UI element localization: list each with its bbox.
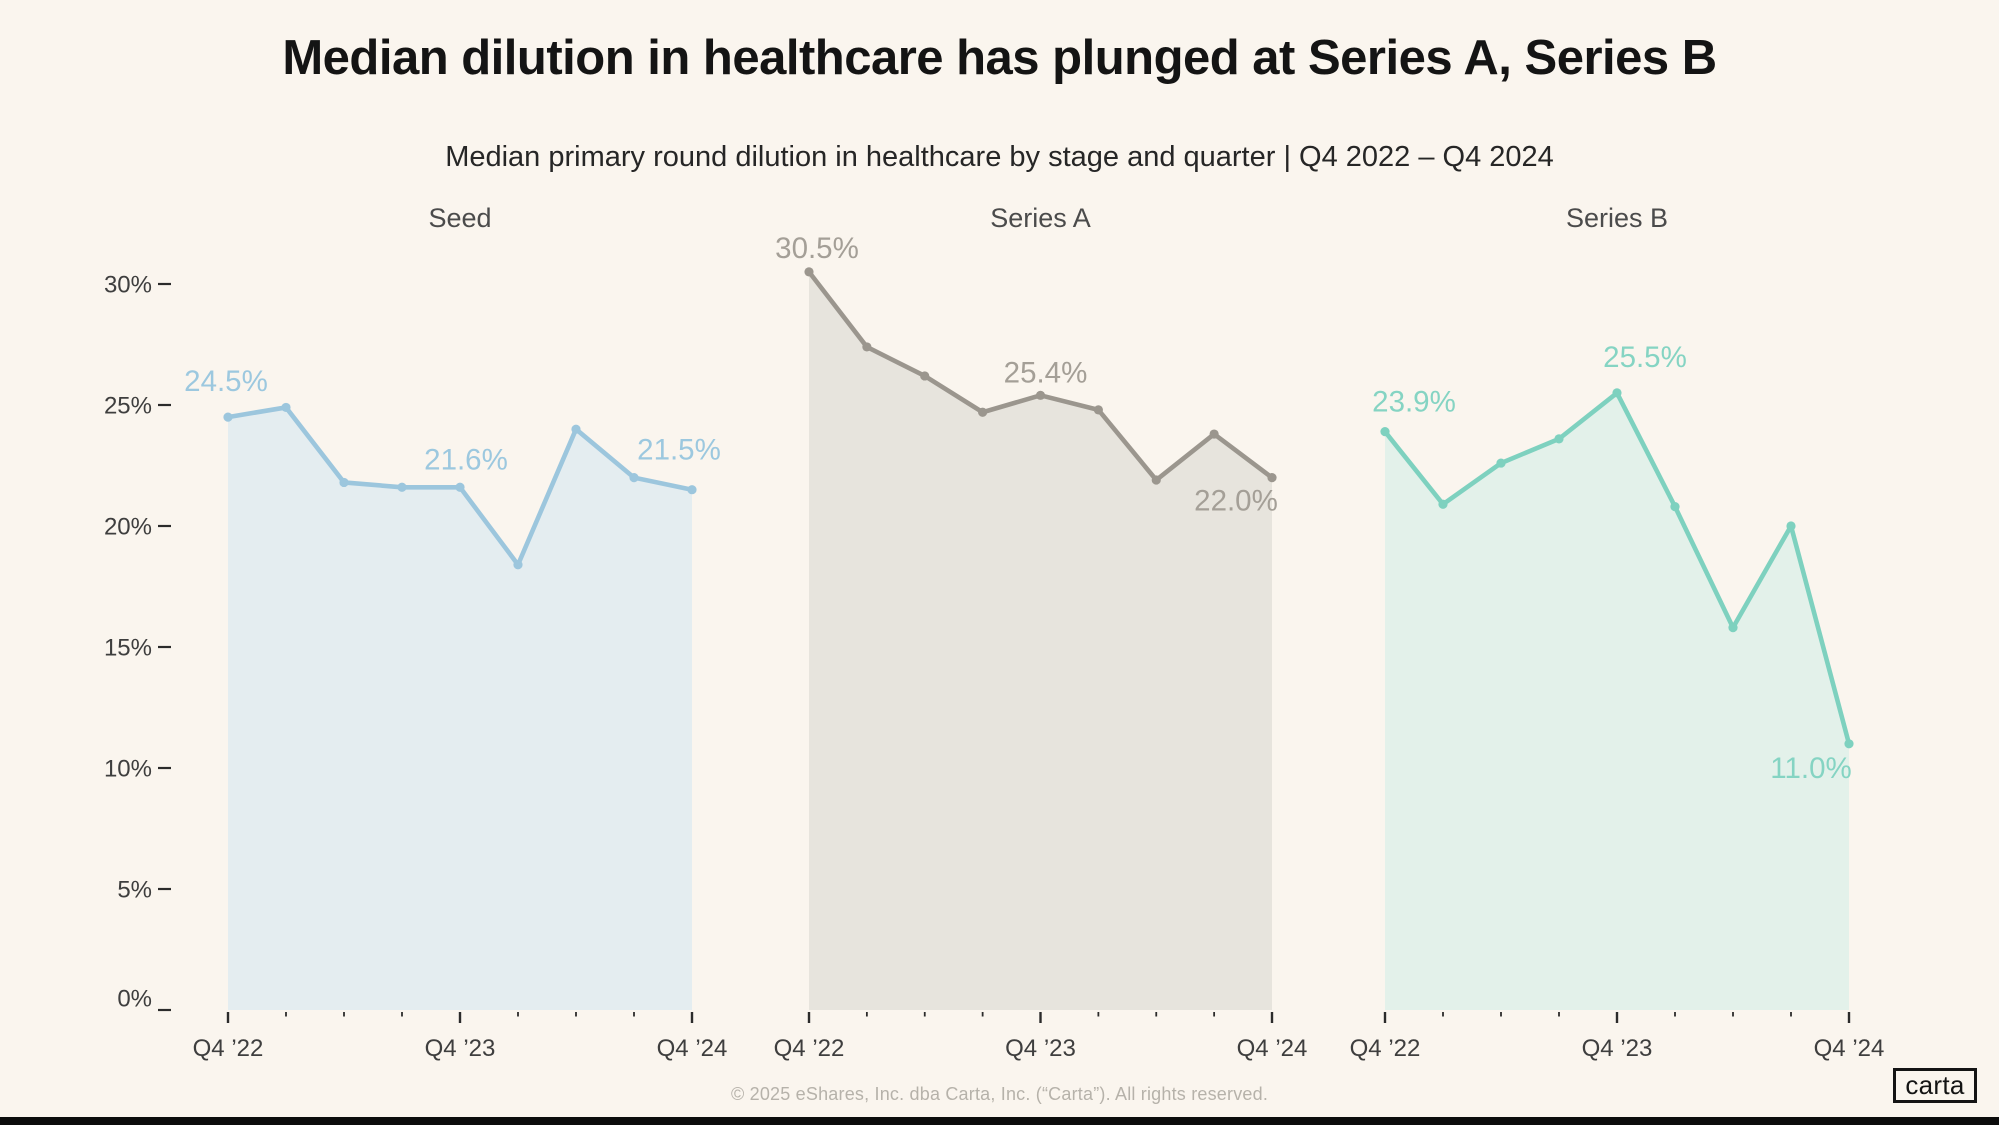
panel-title: Series A bbox=[990, 203, 1091, 233]
value-label: 25.5% bbox=[1603, 341, 1687, 374]
data-point bbox=[1612, 388, 1622, 398]
data-point bbox=[1093, 405, 1103, 415]
x-axis-tick-label: Q4 ’24 bbox=[657, 1035, 728, 1062]
page-title: Median dilution in healthcare has plunge… bbox=[282, 31, 1717, 85]
value-label: 30.5% bbox=[775, 232, 859, 265]
y-axis-tick-label: 25% bbox=[104, 393, 152, 420]
x-axis-tick-label: Q4 ’23 bbox=[1005, 1035, 1076, 1062]
y-axis-tick-label: 5% bbox=[117, 877, 152, 904]
value-label: 23.9% bbox=[1372, 386, 1456, 419]
x-axis-tick-label: Q4 ’22 bbox=[193, 1035, 264, 1062]
data-point bbox=[1786, 521, 1796, 531]
x-axis-tick-label: Q4 ’24 bbox=[1237, 1035, 1308, 1062]
x-axis-tick-label: Q4 ’24 bbox=[1814, 1035, 1885, 1062]
data-point bbox=[1554, 434, 1564, 444]
data-point bbox=[1496, 458, 1506, 468]
series-area bbox=[1385, 392, 1849, 1010]
value-label: 11.0% bbox=[1770, 752, 1851, 785]
data-point bbox=[571, 424, 581, 434]
carta-logo: carta bbox=[1893, 1068, 1977, 1103]
data-point bbox=[281, 402, 291, 413]
data-point bbox=[1209, 429, 1219, 439]
y-axis-tick-label: 30% bbox=[104, 272, 152, 299]
x-axis-tick-label: Q4 ’23 bbox=[425, 1035, 496, 1062]
y-axis-tick-label: 10% bbox=[104, 756, 152, 783]
data-point bbox=[1151, 475, 1161, 485]
data-point bbox=[339, 477, 349, 488]
data-point bbox=[629, 473, 639, 483]
data-point bbox=[1844, 739, 1854, 749]
data-point bbox=[687, 485, 697, 495]
data-point bbox=[1267, 473, 1277, 483]
data-point bbox=[455, 482, 465, 492]
data-point bbox=[1380, 427, 1390, 437]
data-point bbox=[1035, 390, 1046, 400]
data-point bbox=[1438, 499, 1448, 509]
y-axis-tick-label: 20% bbox=[104, 514, 152, 541]
bottom-edge-bar bbox=[0, 1117, 1999, 1125]
data-point bbox=[513, 560, 523, 570]
panel-title: Series B bbox=[1566, 203, 1668, 233]
y-axis-tick-label: 15% bbox=[104, 635, 152, 662]
series-area bbox=[809, 271, 1272, 1010]
data-point bbox=[1728, 623, 1738, 633]
x-axis-tick-label: Q4 ’23 bbox=[1582, 1035, 1653, 1062]
copyright-footer: © 2025 eShares, Inc. dba Carta, Inc. (“C… bbox=[730, 1084, 1269, 1104]
value-label: 21.6% bbox=[424, 443, 508, 476]
value-label: 25.4% bbox=[1004, 356, 1088, 389]
series-area bbox=[228, 407, 692, 1010]
y-axis-tick-label: 0% bbox=[117, 986, 152, 1013]
x-axis-tick-label: Q4 ’22 bbox=[1350, 1035, 1421, 1062]
data-point bbox=[920, 371, 930, 381]
x-axis-tick-label: Q4 ’22 bbox=[774, 1035, 845, 1062]
value-label: 24.5% bbox=[184, 365, 268, 398]
value-label: 21.5% bbox=[637, 434, 721, 467]
data-point bbox=[223, 412, 233, 422]
panel-title: Seed bbox=[428, 203, 491, 233]
carta-logo-text: carta bbox=[1905, 1070, 1965, 1100]
data-point bbox=[978, 407, 988, 417]
data-point bbox=[397, 482, 407, 492]
value-label: 22.0% bbox=[1194, 485, 1278, 518]
data-point bbox=[862, 342, 872, 352]
chart-subtitle: Median primary round dilution in healthc… bbox=[445, 141, 1554, 173]
data-point bbox=[804, 267, 814, 277]
data-point bbox=[1670, 502, 1680, 512]
